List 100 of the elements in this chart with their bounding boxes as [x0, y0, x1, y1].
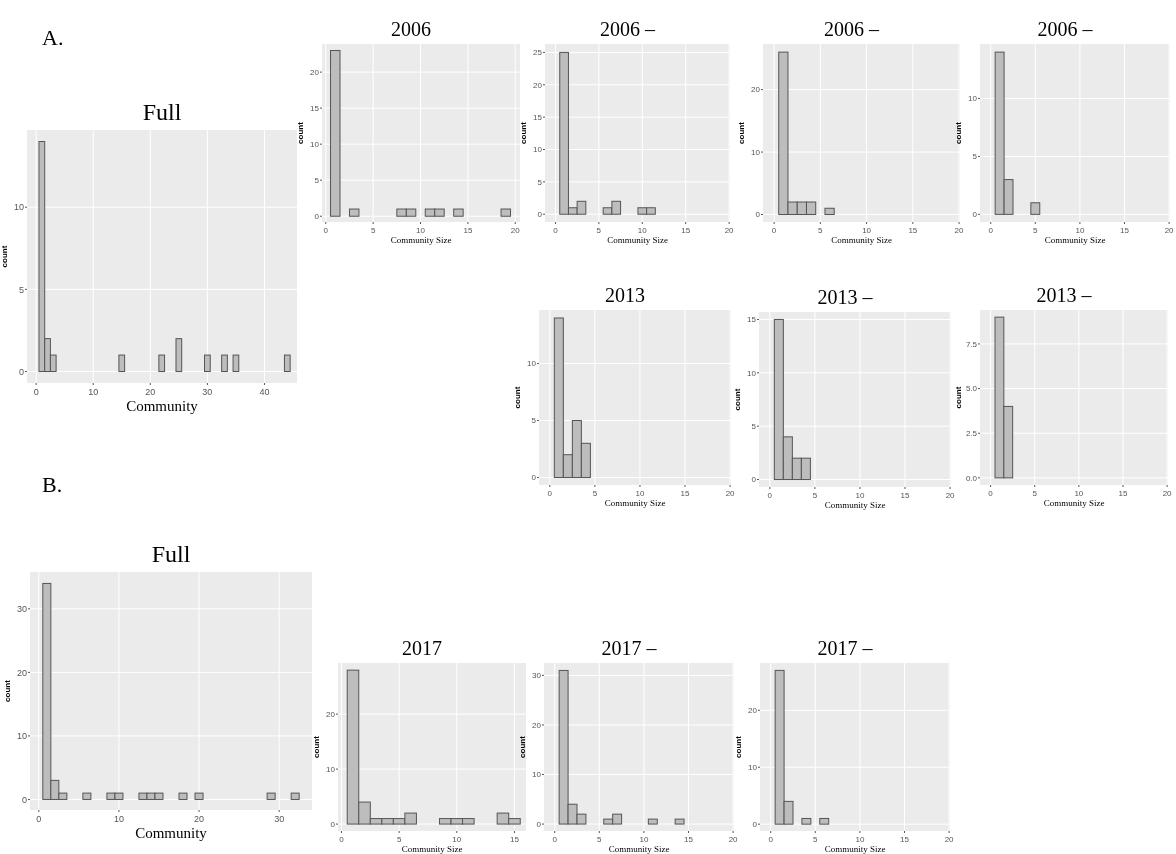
x-tick-label: 15 [908, 226, 918, 235]
x-tick-label: 5 [1032, 489, 1038, 498]
x-tick-label: 20 [145, 387, 156, 397]
x-tick-label: 0 [768, 835, 774, 844]
chart-title: 2013 – [1036, 284, 1093, 306]
y-tick-label: 30 [532, 671, 542, 681]
x-tick-label: 15 [680, 489, 691, 498]
x-axis-title: Community [135, 825, 208, 841]
y-tick-label: 20 [310, 67, 320, 77]
x-axis-title: Community Size [608, 844, 670, 854]
chart-title: Full [142, 99, 182, 125]
x-tick-label: 0 [552, 835, 558, 844]
x-tick-label: 15 [1120, 226, 1130, 235]
y-axis-title: count [312, 735, 321, 758]
x-tick-label: 0 [988, 489, 994, 498]
y-tick-label: 10 [968, 94, 978, 104]
x-axis-title: Community [126, 398, 199, 414]
y-axis-title: count [296, 121, 305, 144]
x-tick-label: 20 [944, 835, 955, 844]
y-tick-label: 5 [18, 284, 24, 295]
y-tick-label: 0 [18, 366, 24, 377]
y-tick-label: 10 [527, 359, 537, 369]
y-axis-title: count [3, 679, 12, 702]
y-tick-label: 2.5 [965, 429, 978, 439]
y-axis-title: count [513, 386, 522, 409]
x-tick-label: 10 [855, 835, 865, 844]
x-axis-title: Community Size [390, 235, 452, 245]
y-tick-label: 20 [751, 85, 761, 95]
x-tick-label: 5 [1033, 226, 1039, 235]
chart-title: 2017 [402, 637, 442, 659]
x-tick-label: 10 [639, 835, 649, 844]
x-tick-label: 10 [855, 491, 865, 500]
x-tick-label: 10 [452, 835, 462, 844]
y-tick-label: 5 [751, 421, 757, 431]
chart-title: 2006 [391, 18, 431, 40]
y-tick-label: 10 [751, 147, 761, 157]
y-tick-label: 5 [537, 177, 543, 187]
y-axis-title: count [954, 121, 963, 144]
x-tick-label: 0 [33, 387, 39, 397]
x-tick-label: 20 [1162, 489, 1173, 498]
x-tick-label: 0 [339, 835, 345, 844]
y-axis-title: count [733, 388, 742, 411]
x-tick-label: 20 [945, 491, 956, 500]
y-axis-title: count [519, 121, 528, 144]
x-tick-label: 20 [194, 814, 205, 824]
x-tick-label: 30 [202, 387, 213, 397]
y-tick-label: 5 [972, 152, 978, 162]
x-tick-label: 0 [553, 226, 559, 235]
y-tick-label: 10 [747, 368, 757, 378]
x-tick-label: 15 [684, 835, 694, 844]
x-tick-label: 0 [988, 226, 994, 235]
y-tick-label: 0 [314, 212, 320, 222]
y-tick-label: 10 [13, 202, 24, 213]
y-axis-title: count [954, 386, 963, 409]
x-tick-label: 10 [637, 226, 648, 235]
x-tick-label: 15 [900, 835, 910, 844]
chart-title: Full [151, 541, 191, 567]
x-tick-label: 5 [396, 835, 402, 844]
y-tick-label: 10 [326, 764, 336, 774]
y-tick-label: 0.0 [965, 473, 978, 483]
x-tick-label: 5 [370, 226, 376, 235]
y-tick-label: 10 [533, 145, 543, 155]
x-tick-label: 40 [259, 387, 270, 397]
y-tick-label: 10 [748, 763, 758, 773]
x-tick-label: 15 [463, 226, 473, 235]
y-axis-title: count [734, 735, 743, 758]
x-axis-title: Community Size [824, 500, 886, 510]
text: B. [42, 472, 63, 497]
x-axis-title: Community Size [1043, 498, 1105, 508]
y-axis-title: count [0, 245, 9, 268]
y-tick-label: 0 [751, 475, 757, 485]
x-tick-label: 10 [88, 387, 99, 397]
y-tick-label: 0 [537, 210, 543, 220]
x-tick-label: 0 [771, 226, 777, 235]
y-tick-label: 15 [310, 103, 320, 113]
y-tick-label: 5 [314, 176, 320, 185]
y-axis-title: count [737, 121, 746, 144]
x-tick-label: 5 [812, 491, 818, 500]
x-tick-label: 10 [1075, 226, 1085, 235]
x-tick-label: 0 [36, 814, 42, 824]
x-tick-label: 15 [510, 835, 520, 844]
x-tick-label: 0 [767, 491, 773, 500]
y-tick-label: 20 [16, 667, 27, 678]
y-tick-label: 5.0 [965, 384, 978, 394]
y-tick-label: 0 [972, 210, 978, 220]
chart-title: 2006 – [600, 18, 656, 40]
y-tick-label: 10 [16, 731, 27, 742]
x-tick-label: 30 [274, 814, 285, 824]
y-tick-label: 0 [531, 473, 537, 483]
chart-title: 2013 [605, 284, 645, 306]
x-tick-label: 5 [818, 226, 824, 235]
x-tick-label: 5 [592, 489, 598, 498]
x-tick-label: 5 [813, 835, 819, 844]
x-axis-title: Community Size [1044, 235, 1106, 245]
chart-title: 2006 – [1037, 18, 1094, 40]
chart-title: 2006 – [824, 18, 880, 40]
x-tick-label: 10 [862, 226, 872, 235]
x-axis-title: Community Size [604, 498, 666, 508]
x-tick-label: 15 [900, 491, 911, 500]
x-tick-label: 20 [510, 226, 521, 235]
